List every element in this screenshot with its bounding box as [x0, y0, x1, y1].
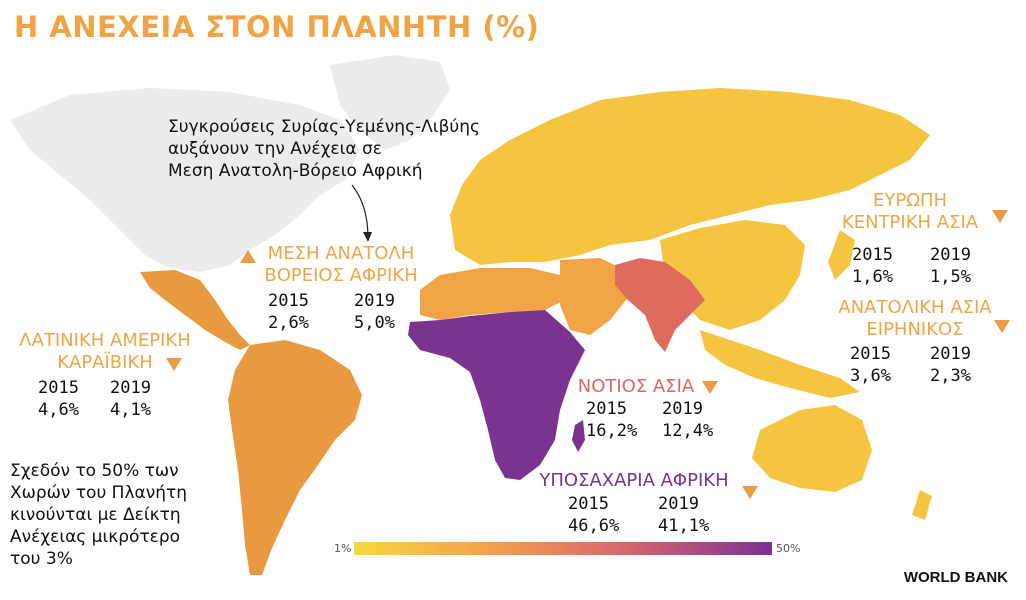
japan-shape — [828, 230, 855, 280]
year-label: 2019 — [662, 399, 703, 419]
trend-down-icon — [742, 486, 758, 499]
south-asia-shape — [615, 258, 705, 352]
value-2015: 16,2% — [586, 421, 638, 441]
new-zealand-shape — [912, 490, 932, 520]
year-label: 2015 — [850, 344, 891, 364]
madagascar-shape — [572, 420, 585, 452]
region-label-eastasia: ΑΝΑΤΟΛΙΚΗ ΑΣΙΑ ΕΙΡΗΝΙΚΟΣ — [826, 297, 1004, 341]
year-label: 2015 — [568, 494, 609, 514]
southeast-asia-shape — [700, 330, 860, 398]
value-2019: 4,1% — [110, 400, 151, 420]
region-name: ΒΟΡΕΙΟΣ ΑΦΡΙΚΗ — [264, 265, 418, 286]
trend-up-icon — [240, 250, 256, 263]
region-name: ΝΟΤΙΟΣ ΑΣΙΑ — [577, 376, 695, 397]
region-label-europe: ΕΥΡΩΠΗ ΚΕΝΤΡΙΚΗ ΑΣΙΑ — [826, 190, 994, 234]
value-2019: 5,0% — [354, 313, 395, 333]
greenland-shape — [330, 55, 450, 150]
region-stats-mena: 2015 2,6% 2019 5,0% — [268, 290, 418, 334]
footnote-line: του 3% — [10, 549, 73, 569]
region-name: ΕΙΡΗΝΙΚΟΣ — [866, 319, 964, 340]
value-2015: 2,6% — [268, 313, 309, 333]
footnote-text: Σχεδόν το 50% των Χωρών του Πλανήτη κινο… — [10, 460, 187, 570]
trend-down-icon — [166, 358, 182, 371]
region-name: ΥΠΟΣΑΧΑΡΙΑ ΑΦΡΙΚΗ — [539, 470, 729, 491]
region-name: ΕΥΡΩΠΗ — [872, 190, 948, 211]
region-label-ssa: ΥΠΟΣΑΧΑΡΙΑ ΑΦΡΙΚΗ — [526, 470, 742, 492]
trend-down-icon — [994, 320, 1010, 333]
trend-down-icon — [992, 210, 1008, 223]
value-2015: 4,6% — [38, 400, 79, 420]
value-2019: 2,3% — [930, 366, 971, 386]
year-label: 2019 — [658, 494, 699, 514]
year-label: 2015 — [852, 245, 893, 265]
mexico-central-america-shape — [140, 270, 250, 350]
annotation-line: Μεση Ανατολη-Βόρειο Αφρική — [168, 161, 423, 181]
year-label: 2015 — [38, 378, 79, 398]
trend-down-icon — [702, 381, 718, 394]
north-america-shape — [10, 88, 360, 272]
region-label-southasia: ΝΟΤΙΟΣ ΑΣΙΑ — [566, 376, 706, 398]
region-label-mena: ΜΕΣΗ ΑΝΑΤΟΛΗ ΒΟΡΕΙΟΣ ΑΦΡΙΚΗ — [252, 243, 430, 287]
sub-saharan-africa-shape — [408, 310, 585, 480]
value-2015: 1,6% — [852, 267, 893, 287]
middle-east-shape — [560, 258, 630, 335]
north-africa-shape — [420, 268, 565, 320]
region-stats-eastasia: 2015 3,6% 2019 2,3% — [850, 343, 1000, 387]
footnote-line: Ανέχειας μικρότερο — [10, 527, 181, 547]
region-name: ΚΑΡΑΪΒΙΚΗ — [57, 352, 153, 373]
year-label: 2015 — [586, 399, 627, 419]
annotation-arrow — [351, 184, 369, 239]
value-2019: 41,1% — [658, 516, 710, 536]
region-name: ΜΕΣΗ ΑΝΑΤΟΛΗ — [267, 243, 415, 264]
region-name: ΛΑΤΙΝΙΚΗ ΑΜΕΡΙΚΗ — [19, 330, 191, 351]
footnote-line: Σχεδόν το 50% των — [10, 461, 179, 481]
south-america-shape — [228, 340, 362, 575]
annotation-arrowhead — [363, 232, 372, 242]
map-title: Η ΑΝΕΧΕΙΑ ΣΤΟΝ ΠΛΑΝΗΤΗ (%) — [14, 10, 540, 44]
region-stats-ssa: 2015 46,6% 2019 41,1% — [568, 493, 728, 537]
annotation-line: αυξάνουν την Ανέχεια σε — [168, 139, 382, 159]
year-label: 2015 — [268, 291, 309, 311]
legend-max-label: 50% — [776, 542, 801, 555]
region-stats-europe: 2015 1,6% 2019 1,5% — [852, 244, 1002, 288]
value-2015: 3,6% — [850, 366, 891, 386]
year-label: 2019 — [110, 378, 151, 398]
year-label: 2019 — [354, 291, 395, 311]
region-name: ΚΕΝΤΡΙΚΗ ΑΣΙΑ — [841, 212, 979, 233]
year-label: 2019 — [930, 344, 971, 364]
footnote-line: κινούνται με Δείκτη — [10, 505, 181, 525]
legend-color-scale — [354, 542, 772, 555]
value-2015: 46,6% — [568, 516, 620, 536]
region-label-latam: ΛΑΤΙΝΙΚΗ ΑΜΕΡΙΚΗ ΚΑΡΑΪΒΙΚΗ — [4, 330, 206, 374]
value-2019: 12,4% — [662, 421, 714, 441]
legend-min-label: 1% — [334, 542, 352, 555]
year-label: 2019 — [930, 245, 971, 265]
australia-shape — [752, 405, 872, 492]
annotation-text: Συγκρούσεις Συρίας-Υεμένης-Λιβύης αυξάνο… — [168, 116, 480, 182]
europe-russia-shape — [450, 88, 930, 265]
region-stats-latam: 2015 4,6% 2019 4,1% — [38, 377, 188, 421]
region-name: ΑΝΑΤΟΛΙΚΗ ΑΣΙΑ — [838, 297, 992, 318]
footnote-line: Χωρών του Πλανήτη — [10, 483, 188, 503]
value-2019: 1,5% — [930, 267, 971, 287]
annotation-line: Συγκρούσεις Συρίας-Υεμένης-Λιβύης — [168, 117, 481, 137]
source-label: WORLD BANK — [903, 569, 1008, 586]
region-stats-southasia: 2015 16,2% 2019 12,4% — [586, 398, 736, 442]
